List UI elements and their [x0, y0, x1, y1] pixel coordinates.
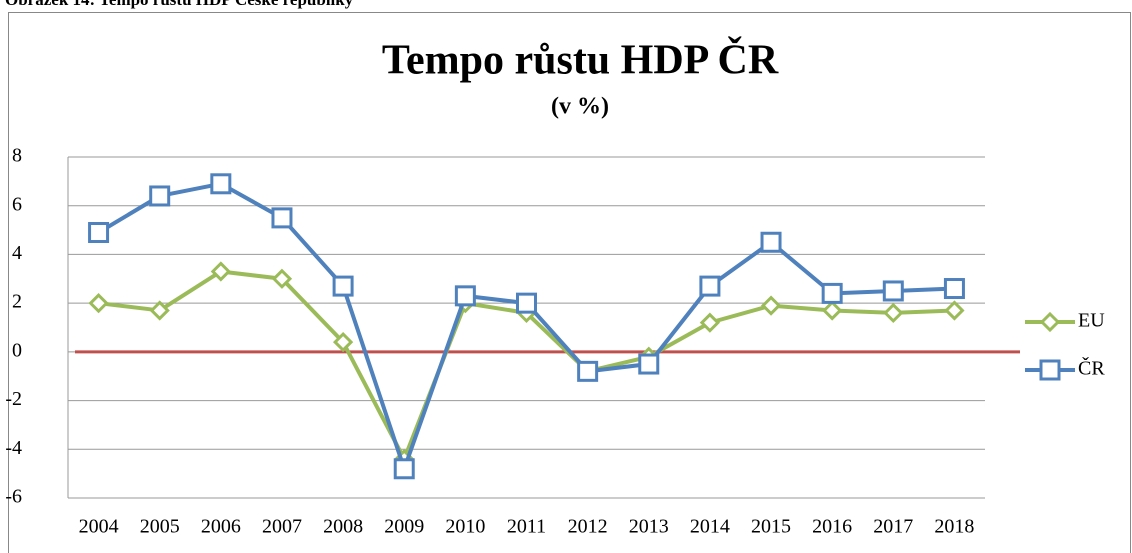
x-tick-label: 2016 — [812, 516, 852, 538]
data-point — [210, 173, 232, 195]
y-tick-label: -6 — [5, 486, 22, 508]
x-tick-label: 2008 — [323, 516, 363, 538]
y-tick-label: -2 — [5, 388, 22, 410]
x-tick-label: 2009 — [384, 516, 424, 538]
data-point — [332, 275, 354, 297]
data-point — [88, 293, 109, 314]
legend-label: EU — [1078, 310, 1105, 332]
data-point — [149, 300, 170, 321]
x-tick-label: 2012 — [568, 516, 608, 538]
data-point — [821, 282, 843, 304]
y-tick-label: -4 — [5, 437, 22, 459]
data-point — [393, 458, 415, 480]
data-point — [88, 222, 110, 244]
data-point — [516, 292, 537, 314]
data-point — [882, 280, 904, 302]
data-point — [943, 278, 965, 300]
data-point — [699, 312, 721, 333]
x-tick-label: 2011 — [507, 516, 546, 538]
data-point — [210, 261, 231, 282]
x-tick-label: 2014 — [690, 516, 730, 538]
x-tick-label: 2017 — [873, 516, 913, 538]
chart-subtitle: (v %) — [551, 94, 609, 120]
x-tick-label: 2013 — [629, 516, 669, 538]
chart-title: Tempo růstu HDP ČR — [382, 36, 779, 84]
data-point — [760, 295, 782, 316]
x-tick-label: 2004 — [79, 516, 119, 538]
data-point — [699, 275, 721, 297]
data-point — [332, 331, 354, 353]
x-tick-label: 2018 — [934, 516, 974, 538]
data-point — [271, 207, 293, 229]
legend-marker — [1039, 311, 1061, 333]
x-tick-label: 2005 — [140, 516, 180, 538]
x-tick-label: 2007 — [262, 516, 302, 538]
data-point — [149, 185, 171, 207]
data-point — [577, 360, 599, 382]
caption: Obrázek 14: Tempo růstu HDP České republ… — [5, 0, 354, 9]
data-point — [454, 285, 476, 307]
data-point — [760, 231, 782, 253]
x-tick-label: 2015 — [751, 516, 791, 538]
y-tick-label: 0 — [12, 339, 22, 361]
chart-frame — [8, 12, 1131, 553]
data-point — [822, 300, 843, 321]
y-tick-label: 4 — [12, 242, 22, 264]
data-point — [944, 300, 965, 321]
series-line — [97, 181, 955, 471]
legend-label: ČR — [1078, 356, 1105, 380]
x-tick-label: 2006 — [201, 516, 241, 538]
x-tick-label: 2010 — [445, 516, 485, 538]
y-tick-label: 2 — [12, 291, 22, 313]
data-point — [271, 268, 293, 289]
data-point — [638, 353, 660, 375]
y-tick-label: 6 — [12, 193, 22, 215]
legend-marker — [1039, 359, 1061, 381]
y-tick-label: 8 — [12, 145, 22, 167]
data-point — [883, 302, 904, 324]
